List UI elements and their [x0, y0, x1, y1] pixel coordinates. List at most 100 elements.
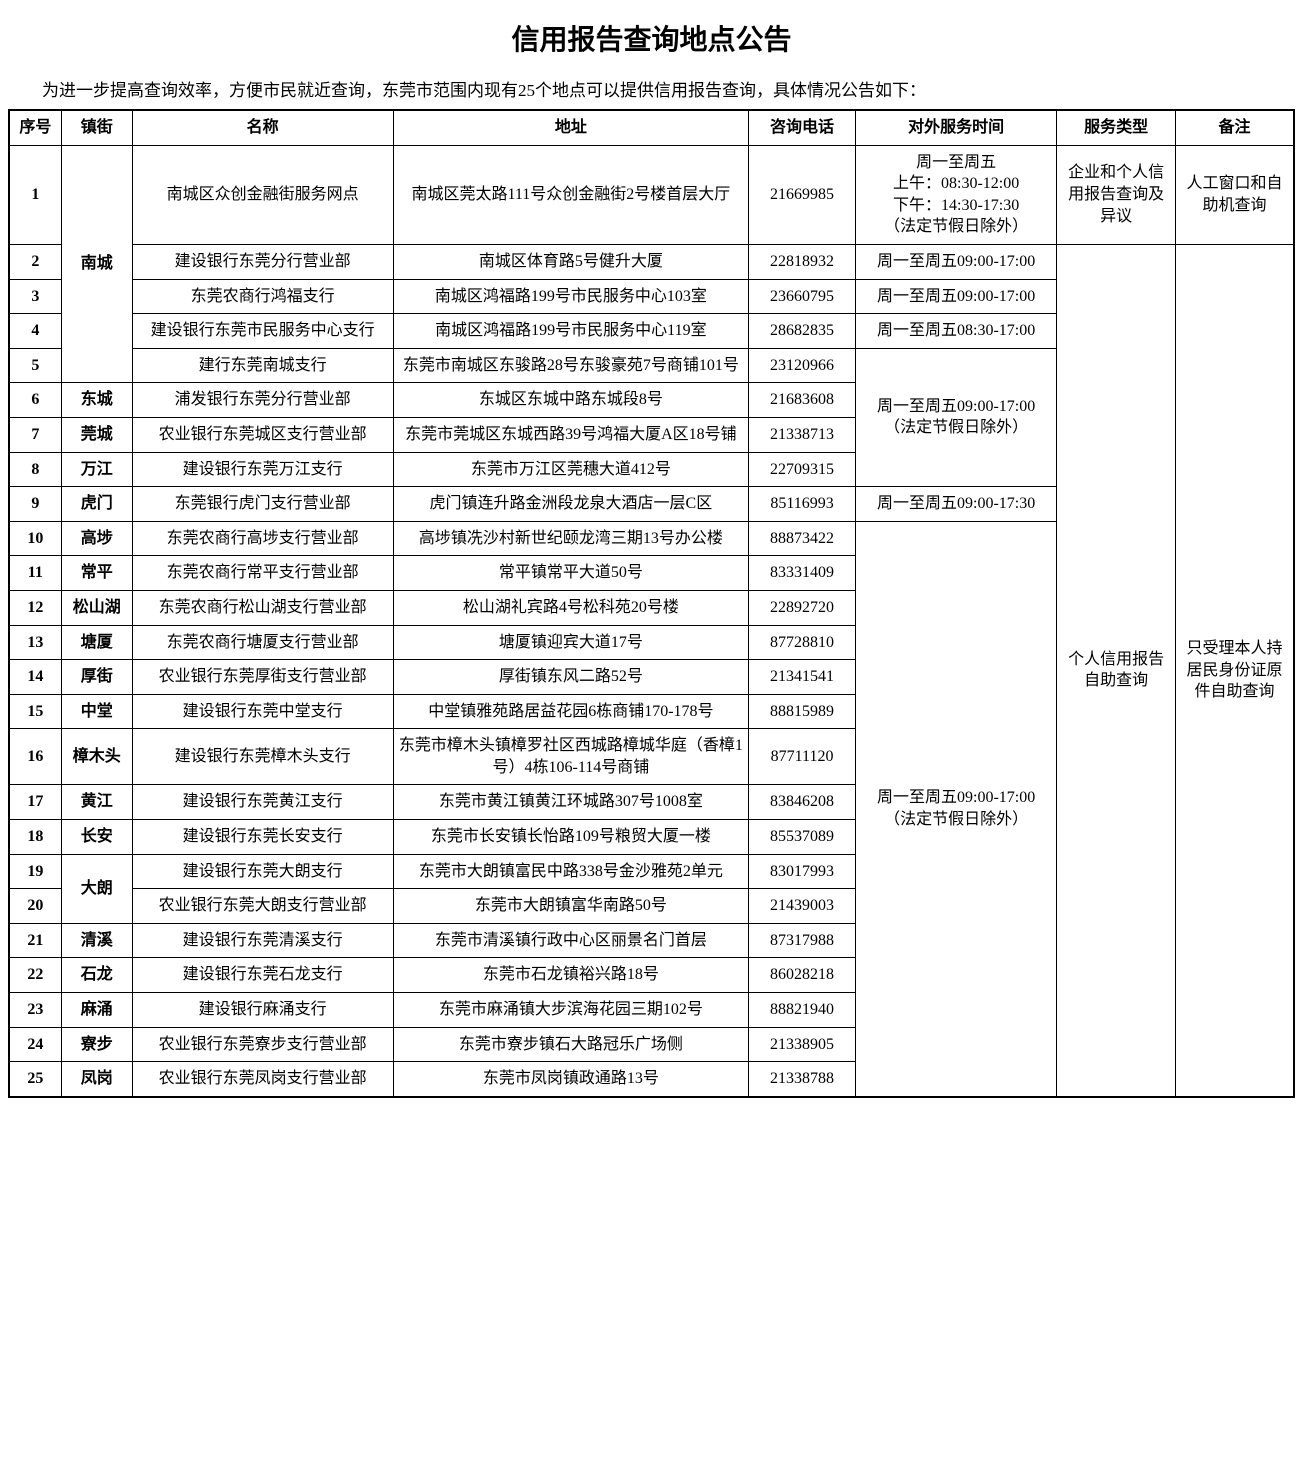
cell-tel: 23660795	[749, 279, 856, 314]
cell-addr: 东莞市莞城区东城西路39号鸿福大厦A区18号铺	[393, 417, 749, 452]
cell-town: 常平	[61, 556, 132, 591]
cell-tel: 87728810	[749, 625, 856, 660]
table-row: 1 南城 南城区众创金融街服务网点 南城区莞太路111号众创金融街2号楼首层大厅…	[9, 145, 1294, 244]
cell-tel: 21341541	[749, 660, 856, 695]
cell-tel: 83846208	[749, 785, 856, 820]
cell-town: 石龙	[61, 958, 132, 993]
cell-addr: 东莞市大朗镇富民中路338号金沙雅苑2单元	[393, 854, 749, 889]
cell-tel: 87711120	[749, 729, 856, 785]
cell-town: 清溪	[61, 923, 132, 958]
intro-text: 为进一步提高查询效率，方便市民就近查询，东莞市范围内现有25个地点可以提供信用报…	[8, 76, 1295, 101]
cell-time: 周一至周五 上午：08:30-12:00 下午：14:30-17:30 （法定节…	[855, 145, 1057, 244]
cell-addr: 东莞市樟木头镇樟罗社区西城路樟城华庭（香樟1号）4栋106-114号商铺	[393, 729, 749, 785]
cell-name: 浦发银行东莞分行营业部	[132, 383, 393, 418]
col-addr: 地址	[393, 110, 749, 145]
col-type: 服务类型	[1057, 110, 1176, 145]
cell-tel: 23120966	[749, 348, 856, 383]
col-town: 镇街	[61, 110, 132, 145]
cell-tel: 21338788	[749, 1062, 856, 1097]
cell-name: 建行东莞南城支行	[132, 348, 393, 383]
cell-num: 23	[9, 993, 61, 1028]
table-header-row: 序号 镇街 名称 地址 咨询电话 对外服务时间 服务类型 备注	[9, 110, 1294, 145]
locations-table: 序号 镇街 名称 地址 咨询电话 对外服务时间 服务类型 备注 1 南城 南城区…	[8, 109, 1295, 1098]
cell-note: 人工窗口和自助机查询	[1175, 145, 1294, 244]
cell-tel: 21338713	[749, 417, 856, 452]
cell-name: 建设银行东莞大朗支行	[132, 854, 393, 889]
cell-name: 东莞农商行松山湖支行营业部	[132, 590, 393, 625]
cell-num: 6	[9, 383, 61, 418]
cell-name: 建设银行东莞市民服务中心支行	[132, 314, 393, 349]
cell-town: 万江	[61, 452, 132, 487]
cell-town: 麻涌	[61, 993, 132, 1028]
cell-name: 建设银行东莞万江支行	[132, 452, 393, 487]
cell-num: 14	[9, 660, 61, 695]
cell-tel: 87317988	[749, 923, 856, 958]
cell-addr: 常平镇常平大道50号	[393, 556, 749, 591]
cell-num: 21	[9, 923, 61, 958]
cell-time: 周一至周五09:00-17:00 （法定节假日除外）	[855, 348, 1057, 486]
cell-num: 19	[9, 854, 61, 889]
cell-num: 25	[9, 1062, 61, 1097]
cell-name: 东莞银行虎门支行营业部	[132, 487, 393, 522]
cell-name: 建设银行麻涌支行	[132, 993, 393, 1028]
cell-num: 1	[9, 145, 61, 244]
cell-name: 农业银行东莞寮步支行营业部	[132, 1027, 393, 1062]
cell-town: 南城	[61, 145, 132, 383]
cell-town: 黄江	[61, 785, 132, 820]
cell-addr: 虎门镇连升路金洲段龙泉大酒店一层C区	[393, 487, 749, 522]
cell-time: 周一至周五09:00-17:00 （法定节假日除外）	[855, 521, 1057, 1097]
page-title: 信用报告查询地点公告	[8, 18, 1295, 58]
cell-addr: 东莞市长安镇长怡路109号粮贸大厦一楼	[393, 820, 749, 855]
cell-name: 农业银行东莞大朗支行营业部	[132, 889, 393, 924]
cell-town: 虎门	[61, 487, 132, 522]
cell-num: 24	[9, 1027, 61, 1062]
cell-tel: 86028218	[749, 958, 856, 993]
cell-name: 建设银行东莞中堂支行	[132, 694, 393, 729]
cell-tel: 22892720	[749, 590, 856, 625]
cell-num: 4	[9, 314, 61, 349]
cell-addr: 南城区鸿福路199号市民服务中心119室	[393, 314, 749, 349]
cell-tel: 21338905	[749, 1027, 856, 1062]
cell-town: 中堂	[61, 694, 132, 729]
cell-num: 16	[9, 729, 61, 785]
cell-addr: 南城区莞太路111号众创金融街2号楼首层大厅	[393, 145, 749, 244]
cell-addr: 厚街镇东风二路52号	[393, 660, 749, 695]
cell-num: 9	[9, 487, 61, 522]
cell-num: 18	[9, 820, 61, 855]
cell-name: 建设银行东莞黄江支行	[132, 785, 393, 820]
cell-name: 农业银行东莞凤岗支行营业部	[132, 1062, 393, 1097]
cell-num: 10	[9, 521, 61, 556]
cell-note: 只受理本人持居民身份证原件自助查询	[1175, 244, 1294, 1096]
cell-name: 东莞农商行高埗支行营业部	[132, 521, 393, 556]
cell-town: 大朗	[61, 854, 132, 923]
cell-tel: 83331409	[749, 556, 856, 591]
cell-tel: 28682835	[749, 314, 856, 349]
cell-town: 长安	[61, 820, 132, 855]
cell-num: 12	[9, 590, 61, 625]
cell-addr: 松山湖礼宾路4号松科苑20号楼	[393, 590, 749, 625]
cell-town: 松山湖	[61, 590, 132, 625]
cell-num: 11	[9, 556, 61, 591]
cell-name: 农业银行东莞城区支行营业部	[132, 417, 393, 452]
cell-town: 莞城	[61, 417, 132, 452]
cell-addr: 中堂镇雅苑路居益花园6栋商铺170-178号	[393, 694, 749, 729]
cell-town: 厚街	[61, 660, 132, 695]
cell-name: 东莞农商行鸿福支行	[132, 279, 393, 314]
cell-town: 塘厦	[61, 625, 132, 660]
cell-addr: 东莞市凤岗镇政通路13号	[393, 1062, 749, 1097]
cell-num: 3	[9, 279, 61, 314]
cell-addr: 东莞市石龙镇裕兴路18号	[393, 958, 749, 993]
cell-name: 农业银行东莞厚街支行营业部	[132, 660, 393, 695]
cell-addr: 南城区体育路5号健升大厦	[393, 244, 749, 279]
cell-tel: 88815989	[749, 694, 856, 729]
cell-town: 寮步	[61, 1027, 132, 1062]
cell-name: 建设银行东莞樟木头支行	[132, 729, 393, 785]
cell-num: 15	[9, 694, 61, 729]
cell-tel: 83017993	[749, 854, 856, 889]
cell-num: 17	[9, 785, 61, 820]
cell-num: 8	[9, 452, 61, 487]
cell-tel: 85116993	[749, 487, 856, 522]
cell-time: 周一至周五09:00-17:00	[855, 244, 1057, 279]
cell-type: 个人信用报告自助查询	[1057, 244, 1176, 1096]
table-row: 2 建设银行东莞分行营业部 南城区体育路5号健升大厦 22818932 周一至周…	[9, 244, 1294, 279]
